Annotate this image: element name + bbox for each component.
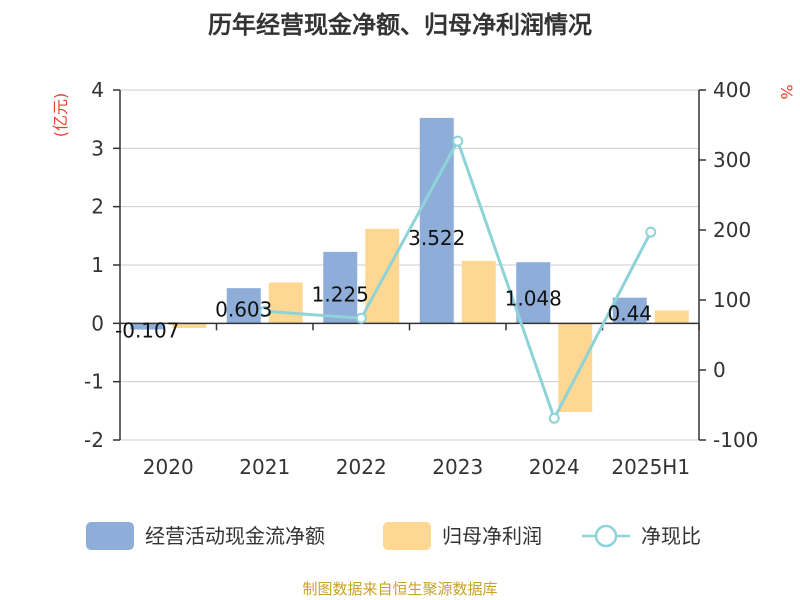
- bar-cash-flow-2021: [226, 288, 261, 324]
- bar-label-2021: 0.603: [215, 298, 272, 322]
- left-tick-label-6: 4: [91, 78, 104, 102]
- legend-label-ratio: 净现比: [641, 524, 701, 548]
- ratio-line: [259, 135, 657, 424]
- left-axis-unit: (亿元): [51, 93, 70, 138]
- grid-lines: [120, 89, 699, 441]
- chart-title: 历年经营现金净额、归母净利润情况: [208, 11, 592, 39]
- x-tick-label-2023: 2023: [432, 455, 483, 479]
- bar-cash-flow-2024: [516, 262, 551, 324]
- bar-label-2020: -0.107: [115, 319, 179, 343]
- right-axis-ticks: -100 0 100 200 300 400: [713, 78, 758, 452]
- bar-net-profit-2025H1: [654, 310, 689, 324]
- x-tick-label-2020: 2020: [143, 455, 194, 479]
- legend-label-net-profit: 归母净利润: [442, 524, 542, 548]
- source-note: 制图数据来自恒生聚源数据库: [302, 580, 497, 598]
- ratio-point-2025H1: [645, 226, 657, 238]
- bars: [130, 117, 689, 412]
- x-tick-label-2024: 2024: [529, 455, 580, 479]
- ratio-point-2021: [259, 305, 271, 317]
- right-tick-label-0: -100: [713, 428, 758, 452]
- right-tick-label-1: 0: [713, 358, 726, 382]
- x-axis-ticks: 2020 2021 2022 2023 2024 2025H1: [143, 455, 690, 479]
- ratio-point-2023: [452, 135, 464, 147]
- bar-label-2025H1: 0.44: [607, 302, 652, 326]
- bar-cash-flow-2020: [130, 323, 165, 330]
- legend-swatch-net-profit: [383, 522, 431, 550]
- bar-cash-flow-2025H1: [612, 297, 647, 324]
- legend: 经营活动现金流净额 归母净利润 净现比: [86, 522, 701, 550]
- left-tick-label-4: 2: [91, 195, 104, 219]
- ratio-point-2022: [355, 312, 367, 324]
- legend-swatch-cash-flow: [86, 522, 134, 550]
- bar-label-2024: 1.048: [505, 287, 562, 311]
- x-tick-label-2025H1: 2025H1: [611, 455, 690, 479]
- bar-net-profit-2021: [268, 282, 303, 324]
- left-axis-ticks: -2 -1 0 1 2 3 4: [84, 78, 104, 452]
- legend-label-cash-flow: 经营活动现金流净额: [145, 524, 325, 548]
- ratio-point-2024: [548, 412, 560, 424]
- left-tick-label-5: 3: [91, 136, 104, 160]
- x-tick-label-2022: 2022: [336, 455, 387, 479]
- bar-net-profit-2022: [365, 228, 400, 324]
- left-tick-label-1: -1: [84, 370, 104, 394]
- bar-net-profit-2023: [461, 260, 496, 324]
- bar-cash-flow-2022: [323, 251, 358, 324]
- legend-marker-ratio: [594, 524, 618, 548]
- right-tick-label-4: 300: [713, 148, 751, 172]
- bar-cash-flow-2023: [419, 117, 454, 324]
- left-tick-label-3: 1: [91, 253, 104, 277]
- right-axis-unit: %: [777, 84, 796, 99]
- bar-label-2022: 1.225: [312, 282, 369, 306]
- ratio-line-path: [264, 137, 653, 423]
- bar-value-labels: -0.107 0.603 1.225 3.522 1.048 0.44: [115, 226, 652, 343]
- left-tick-label-0: -2: [84, 428, 104, 452]
- right-tick-label-2: 100: [713, 288, 751, 312]
- right-tick-label-5: 400: [713, 78, 751, 102]
- bar-net-profit-2020: [172, 323, 207, 328]
- bar-label-2023: 3.522: [408, 226, 465, 250]
- x-tick-label-2021: 2021: [239, 455, 290, 479]
- left-tick-label-2: 0: [91, 311, 104, 335]
- right-tick-label-3: 200: [713, 218, 751, 242]
